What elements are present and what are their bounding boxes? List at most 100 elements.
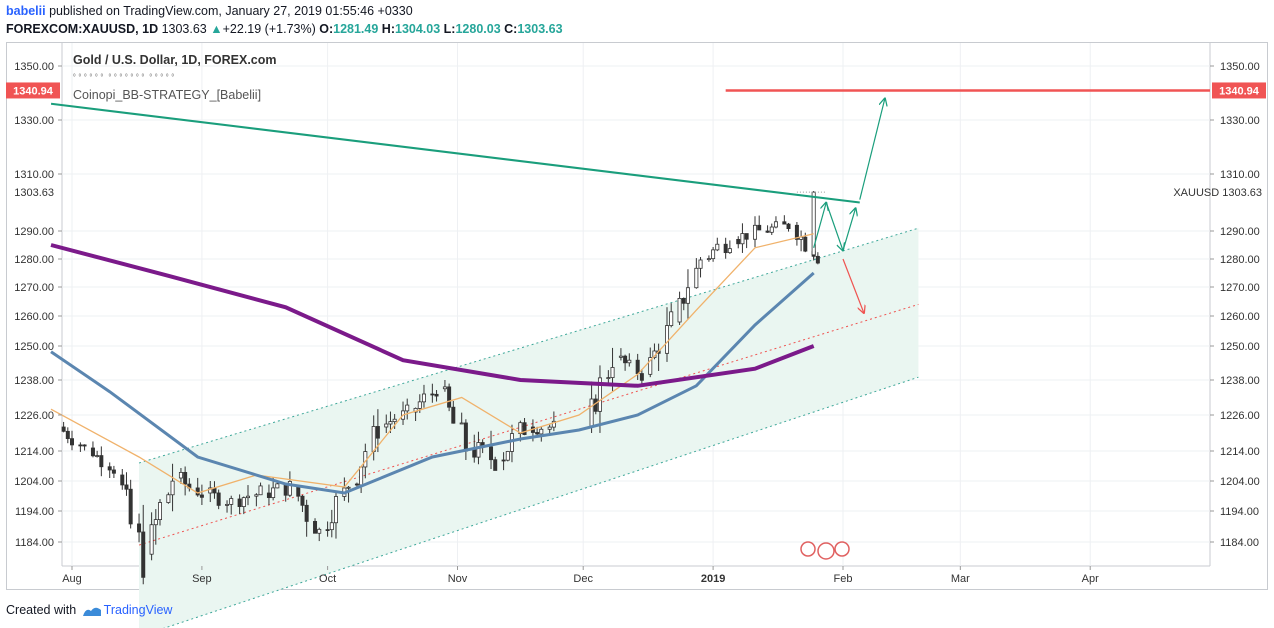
- candle-body: [597, 377, 602, 412]
- candle-body: [354, 483, 359, 486]
- candle-body: [535, 432, 540, 435]
- candle: [128, 479, 133, 529]
- events-flag-icon[interactable]: [800, 541, 850, 560]
- candle-body: [539, 428, 544, 435]
- x-tick-label: Oct: [319, 573, 336, 585]
- chart-subtitle: ﾟﾟﾟﾟﾟﾟ ﾟﾟﾟﾟﾟﾟﾟ ﾟﾟﾟﾟﾟ: [73, 74, 177, 86]
- scenario-arrow: [842, 258, 864, 313]
- y-tick-label-right: 1184.00: [1220, 537, 1259, 549]
- candle: [723, 237, 728, 259]
- candle-body: [313, 521, 318, 534]
- candle-body: [258, 485, 263, 496]
- candle-body: [304, 504, 309, 522]
- candle: [459, 412, 464, 425]
- candle-body: [216, 492, 221, 506]
- indicator-label[interactable]: Coinopi_BB-STRATEGY_[Babelii]: [73, 88, 262, 102]
- candle-body: [405, 404, 410, 412]
- moving-averages: [50, 233, 815, 495]
- candle-body: [459, 422, 464, 425]
- candle: [61, 421, 66, 433]
- candle: [111, 465, 116, 478]
- candle: [815, 252, 820, 265]
- candle: [442, 380, 447, 392]
- y-tick-label-left: 1226.00: [14, 410, 54, 422]
- candle-body: [241, 497, 246, 507]
- candle: [744, 233, 749, 249]
- candle-body: [698, 259, 703, 269]
- candle: [237, 494, 242, 515]
- low-label: L:: [443, 22, 456, 36]
- time-axis[interactable]: Aug Sep Oct Nov Dec 2019 Feb Mar Apr: [62, 566, 1099, 585]
- candle-body: [665, 325, 670, 354]
- open-label: O:: [319, 22, 334, 36]
- candle: [405, 398, 410, 420]
- candle-body: [95, 455, 100, 457]
- candle: [685, 269, 690, 320]
- candle-body: [417, 401, 422, 409]
- candle-body: [740, 233, 745, 245]
- candle-body: [493, 459, 498, 471]
- author-link[interactable]: babelii: [6, 4, 46, 18]
- candle-body: [124, 484, 129, 490]
- candle-body: [375, 426, 380, 439]
- left-price-axis[interactable]: 1350.00 1330.00 1310.00 1290.00 1280.00 1270.…: [14, 61, 62, 549]
- candle: [107, 462, 112, 478]
- candle: [153, 509, 158, 545]
- candle: [99, 446, 104, 477]
- candle: [421, 384, 426, 408]
- candle: [329, 509, 334, 538]
- price-marker-left-label: 1303.63: [14, 187, 54, 199]
- candle-body: [786, 223, 791, 230]
- candle-body: [593, 398, 598, 412]
- candle: [639, 369, 644, 386]
- candle: [711, 247, 716, 262]
- candle-body: [120, 474, 125, 486]
- candle-body: [65, 430, 70, 440]
- candle-body: [333, 496, 338, 524]
- y-tick-label-right: 1290.00: [1220, 226, 1260, 238]
- publish-line: babelii published on TradingView.com, Ja…: [6, 4, 413, 18]
- candle: [715, 237, 720, 252]
- ma-slow-line: [50, 243, 815, 388]
- x-tick-label: Mar: [951, 573, 970, 585]
- candle-body: [623, 355, 628, 364]
- candle-body: [744, 233, 749, 240]
- candle: [208, 481, 213, 503]
- candle: [539, 426, 544, 442]
- y-tick-label-left: 1350.00: [14, 61, 54, 73]
- candle: [141, 504, 146, 585]
- published-text: published on TradingView.com, January 27…: [45, 4, 413, 18]
- candle: [304, 499, 309, 537]
- candle: [178, 468, 183, 484]
- candle-body: [635, 359, 640, 374]
- scenario-arrow: [859, 98, 885, 200]
- level-marker-left: [6, 82, 60, 99]
- candle-body: [90, 447, 95, 457]
- candle-body: [794, 224, 799, 240]
- candle-body: [195, 487, 200, 496]
- candle-body: [803, 236, 808, 252]
- candle: [740, 223, 745, 253]
- candle: [694, 258, 699, 289]
- candle-body: [727, 248, 732, 254]
- candle-body: [225, 503, 230, 506]
- y-tick-label-left: 1270.00: [14, 282, 54, 294]
- level-marker-right-label: 1340.94: [1219, 85, 1260, 97]
- right-price-axis[interactable]: 1350.00 1330.00 1310.00 1290.00 1280.00 1270.…: [1210, 61, 1260, 549]
- candle-body: [199, 494, 204, 498]
- candle-body: [706, 258, 711, 261]
- candle-body: [765, 230, 770, 233]
- candle: [258, 482, 263, 496]
- candles: [61, 191, 820, 585]
- change-arrow-icon: ▲: [210, 22, 223, 36]
- candle-body: [82, 444, 87, 447]
- candle: [727, 240, 732, 254]
- tradingview-logo-icon[interactable]: [82, 605, 102, 620]
- candle-body: [447, 386, 452, 408]
- candle: [266, 484, 271, 505]
- candle-body: [141, 531, 146, 578]
- candle-body: [648, 357, 653, 375]
- candle: [627, 353, 632, 367]
- tradingview-brand[interactable]: TradingView: [103, 603, 173, 617]
